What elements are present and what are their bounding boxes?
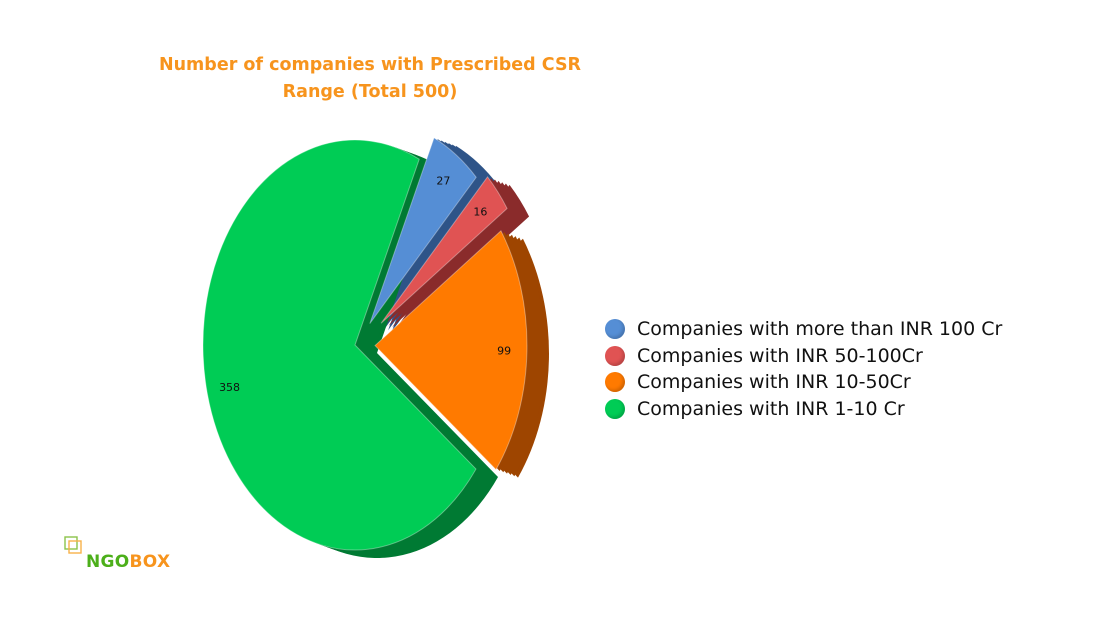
legend-item: Companies with more than INR 100 Cr [605, 316, 1002, 343]
pie-slice [380, 176, 508, 324]
pie-slice [202, 139, 477, 551]
chart-title: Number of companies with Prescribed CSR … [158, 55, 582, 102]
legend-swatch [605, 372, 625, 393]
legend-swatch [605, 319, 625, 340]
legend-swatch [605, 345, 625, 366]
pie-data-labels: 27 16 99 358 [219, 174, 511, 393]
pie-slice [369, 137, 477, 324]
pie-data-label: 27 [436, 174, 450, 187]
pie-data-label: 358 [219, 381, 240, 394]
legend-item: Companies with INR 50-100Cr [605, 343, 1002, 370]
logo-squares-icon [64, 536, 82, 554]
pie-slices [202, 137, 528, 551]
chart-legend: Companies with more than INR 100 Cr Compa… [605, 316, 1002, 422]
legend-item: Companies with INR 1-10 Cr [605, 396, 1002, 423]
pie-data-label: 16 [473, 206, 487, 219]
legend-label: Companies with more than INR 100 Cr [637, 318, 1003, 341]
legend-swatch [605, 398, 625, 419]
legend-label: Companies with INR 10-50Cr [637, 371, 911, 394]
legend-label: Companies with INR 1-10 Cr [637, 397, 905, 420]
ngobox-logo: NGOBOX [64, 536, 184, 576]
legend-item: Companies with INR 10-50Cr [605, 369, 1002, 396]
logo-text: NGOBOX [86, 552, 171, 572]
pie-slice [374, 229, 528, 471]
legend-label: Companies with INR 50-100Cr [637, 344, 923, 367]
pie-data-label: 99 [497, 344, 511, 357]
